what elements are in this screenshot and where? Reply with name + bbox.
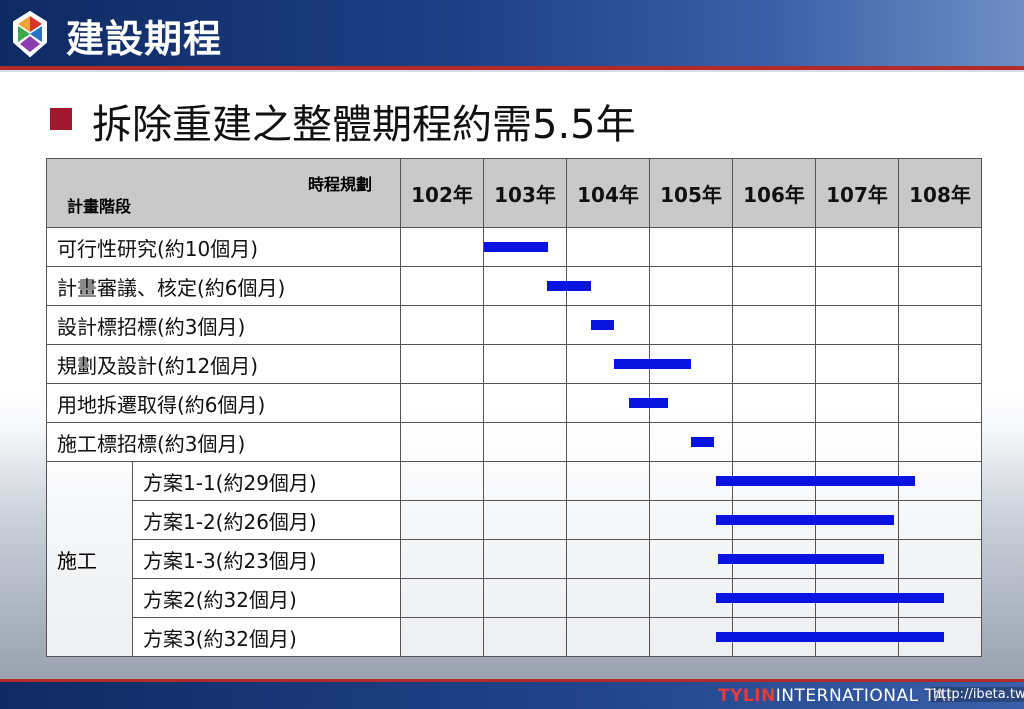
- page-title: 建設期程: [66, 17, 223, 61]
- header-bar: [0, 0, 1024, 66]
- corner-header-cell: 時程規劃 計畫階段: [46, 158, 401, 228]
- year-header: 107年: [815, 158, 899, 228]
- construction-group-label: 施工: [46, 461, 133, 657]
- gantt-bar: [717, 554, 884, 564]
- footer-red-rule: [0, 679, 1024, 682]
- task-label: 可行性研究(約10個月): [46, 227, 401, 267]
- year-header: 103年: [483, 158, 567, 228]
- task-label: 方案1-2(約26個月): [132, 500, 401, 540]
- task-label: 方案2(約32個月): [132, 578, 401, 618]
- gantt-bar: [715, 632, 945, 642]
- year-header: 105年: [649, 158, 733, 228]
- brand-rest-text: INTERNATIONAL TAI: [775, 686, 952, 706]
- phase-header: 計畫階段: [67, 197, 132, 216]
- task-label: 施工標招標(約3個月): [46, 422, 401, 462]
- gantt-bar: [715, 515, 895, 525]
- footer-bar: [0, 682, 1024, 709]
- gantt-table: 時程規劃 計畫階段 102年 103年 104年 105年 106年 107年 …: [46, 158, 982, 657]
- bullet-square-icon: [50, 108, 72, 130]
- year-header: 102年: [400, 158, 484, 228]
- task-label: 方案3(約32個月): [132, 617, 401, 657]
- logo-icon: [13, 10, 47, 58]
- slide-subtitle: 拆除重建之整體期程約需5.5年: [92, 102, 636, 148]
- table-row: 設計標招標(約3個月): [46, 305, 982, 345]
- table-row: 可行性研究(約10個月): [46, 227, 982, 267]
- gantt-bar: [547, 281, 592, 291]
- table-row: 用地拆遷取得(約6個月): [46, 383, 982, 423]
- gantt-bar: [691, 437, 715, 447]
- year-header: 104年: [566, 158, 650, 228]
- table-row: 計畫審議、核定(約6個月): [46, 266, 982, 306]
- gantt-bar: [483, 242, 549, 252]
- table-row: 規劃及設計(約12個月): [46, 344, 982, 384]
- gantt-bar: [715, 476, 916, 486]
- task-label: 規劃及設計(約12個月): [46, 344, 401, 384]
- task-label: 方案1-1(約29個月): [132, 461, 401, 501]
- gantt-bar: [591, 320, 614, 330]
- footer-brand: TYLININTERNATIONAL TAI: [718, 686, 952, 706]
- gantt-bar: [613, 359, 691, 369]
- year-header: 108年: [898, 158, 982, 228]
- table-row: 施工標招標(約3個月): [46, 422, 982, 462]
- year-header: 106年: [732, 158, 816, 228]
- task-label: 計畫審議、核定(約6個月): [46, 266, 401, 306]
- task-label: 方案1-3(約23個月): [132, 539, 401, 579]
- gantt-bar: [628, 398, 668, 408]
- task-label: 用地拆遷取得(約6個月): [46, 383, 401, 423]
- watermark-text: http://ibeta.tw: [930, 687, 1024, 702]
- table-header-row: 時程規劃 計畫階段 102年 103年 104年 105年 106年 107年 …: [46, 158, 982, 228]
- schedule-header: 時程規劃: [307, 175, 372, 194]
- header-light-rule: [0, 70, 1024, 72]
- brand-red-text: TYLIN: [718, 686, 776, 706]
- gantt-bar: [715, 593, 945, 603]
- task-label: 設計標招標(約3個月): [46, 305, 401, 345]
- header-red-rule: [0, 66, 1024, 70]
